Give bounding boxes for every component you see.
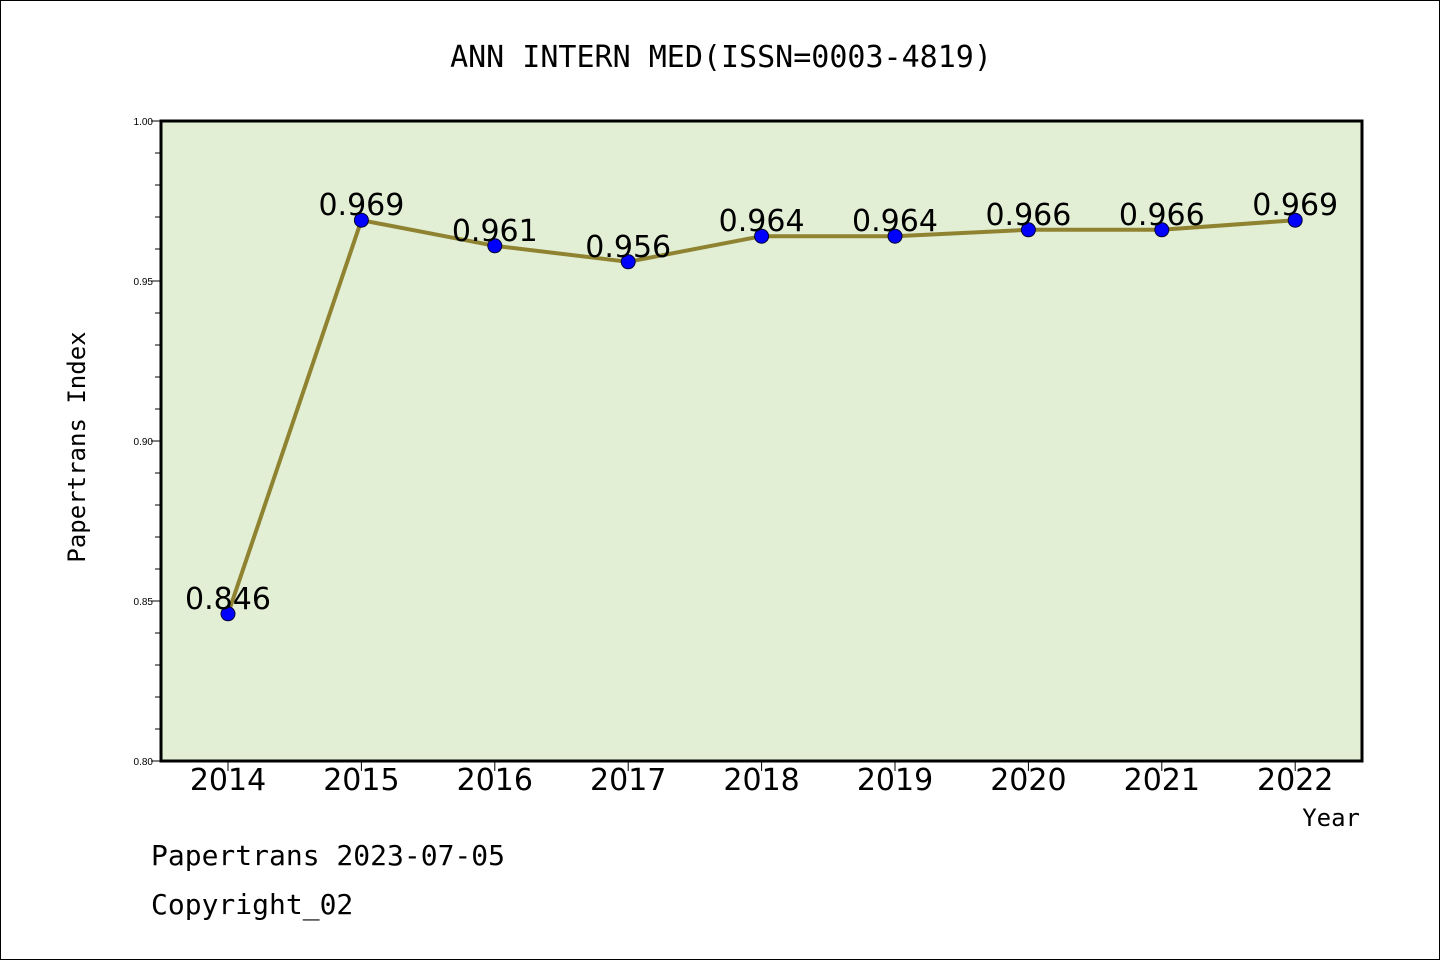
data-point: [754, 228, 770, 244]
x-tick-label: 2022: [1257, 763, 1333, 798]
data-label: 0.846: [185, 582, 271, 617]
data-point: [220, 606, 236, 622]
data-label: 0.964: [852, 204, 938, 239]
data-point: [887, 228, 903, 244]
x-tick-label: 2016: [457, 763, 533, 798]
y-tick-label: 0.85: [134, 597, 154, 608]
x-axis-ticks: 2014 2015 2016 2017 2018 2019 2020 2021 2022: [190, 761, 1333, 798]
data-label: 0.969: [318, 188, 404, 223]
plot-border: [159, 119, 1364, 763]
x-tick-label: 2015: [323, 763, 399, 798]
data-point: [1154, 222, 1170, 238]
footer-copyright: Copyright_02: [151, 888, 353, 922]
y-axis-label: Papertrans Index: [63, 331, 91, 562]
data-point: [487, 238, 503, 254]
data-labels: 0.846 0.969 0.961 0.956 0.964 0.964 0.966 0.966…: [185, 188, 1338, 617]
data-label: 0.964: [719, 204, 805, 239]
data-label: 0.966: [1119, 198, 1205, 233]
x-tick-label: 2018: [723, 763, 799, 798]
x-tick-label: 2019: [857, 763, 933, 798]
data-label: 0.956: [585, 230, 671, 265]
x-axis-label: Year: [1302, 804, 1360, 832]
x-tick-label: 2017: [590, 763, 666, 798]
data-label: 0.969: [1252, 188, 1338, 223]
y-tick-label: 1.00: [134, 117, 154, 128]
data-point: [353, 212, 369, 228]
data-markers: [220, 212, 1303, 622]
y-tick-label: 0.80: [134, 757, 154, 768]
data-label: 0.961: [452, 214, 538, 249]
data-point: [1287, 212, 1303, 228]
y-tick-label: 0.95: [134, 277, 154, 288]
x-tick-label: 2020: [990, 763, 1066, 798]
footer-date: Papertrans 2023-07-05: [151, 839, 505, 872]
chart-title: ANN INTERN MED(ISSN=0003-4819): [450, 40, 992, 75]
x-tick-label: 2014: [190, 763, 266, 798]
data-label: 0.966: [985, 198, 1071, 233]
y-axis-ticks: 0.80 0.85 0.90 0.95 1.00: [134, 117, 161, 768]
data-point: [1020, 222, 1036, 238]
data-point: [620, 254, 636, 270]
x-tick-label: 2021: [1124, 763, 1200, 798]
y-tick-label: 0.90: [134, 437, 154, 448]
